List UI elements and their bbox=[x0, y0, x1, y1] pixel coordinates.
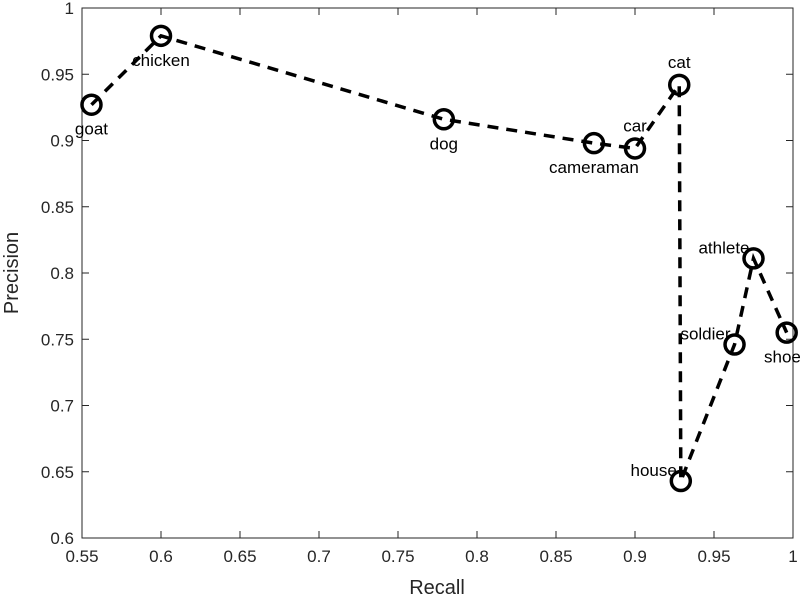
point-marker-cameraman bbox=[582, 131, 606, 155]
axes bbox=[81, 7, 794, 539]
plot-box bbox=[81, 7, 794, 539]
x-tick-label: 0.85 bbox=[539, 547, 572, 566]
point-label-cat: cat bbox=[668, 53, 691, 72]
point-label-car: car bbox=[623, 116, 647, 135]
point-label-house: house bbox=[630, 461, 676, 480]
y-tick-label: 1 bbox=[65, 0, 74, 18]
point-label-athlete: athlete bbox=[698, 238, 749, 257]
y-tick-label: 0.6 bbox=[50, 529, 74, 548]
point-marker-house bbox=[669, 469, 693, 493]
x-tick-label: 0.7 bbox=[307, 547, 331, 566]
y-tick-label: 0.7 bbox=[50, 397, 74, 416]
marker-group bbox=[80, 24, 798, 493]
point-marker-athlete bbox=[742, 247, 765, 270]
point-marker-car bbox=[623, 137, 647, 160]
series-group bbox=[90, 33, 789, 482]
point-marker-dog bbox=[432, 108, 456, 131]
x-tick-label: 0.9 bbox=[623, 547, 647, 566]
point-label-shoes: shoes bbox=[764, 348, 800, 367]
y-tick-label: 0.95 bbox=[41, 65, 74, 84]
point-label-soldier: soldier bbox=[680, 325, 730, 344]
tick-group bbox=[81, 7, 794, 539]
y-axis-title: Precision bbox=[1, 232, 23, 314]
x-tick-label: 0.6 bbox=[149, 547, 173, 566]
x-tick-label: 0.65 bbox=[223, 547, 256, 566]
y-tick-label: 0.8 bbox=[50, 264, 74, 283]
point-label-dog: dog bbox=[430, 134, 458, 153]
point-label-cameraman: cameraman bbox=[549, 158, 639, 177]
x-tick-label: 0.55 bbox=[65, 547, 98, 566]
point-marker-goat bbox=[80, 93, 103, 116]
tick-label-group: 0.55 0.6 0.65 0.7 0.75 0.8 0.85 0.9 0.95 10.60.65… bbox=[41, 0, 798, 566]
y-tick-label: 0.9 bbox=[50, 132, 74, 151]
point-marker-chicken bbox=[149, 24, 173, 48]
x-tick-label: 0.75 bbox=[381, 547, 414, 566]
point-marker-cat bbox=[667, 73, 691, 97]
x-tick-label: 0.95 bbox=[697, 547, 730, 566]
point-label-goat: goat bbox=[75, 120, 108, 139]
y-tick-label: 0.85 bbox=[41, 198, 74, 217]
x-tick-label: 0.8 bbox=[465, 547, 489, 566]
point-marker-soldier bbox=[723, 333, 746, 356]
point-marker-shoes bbox=[775, 321, 798, 344]
series-line-classes bbox=[90, 33, 789, 482]
x-tick-label: 1 bbox=[788, 547, 797, 566]
y-tick-label: 0.65 bbox=[41, 463, 74, 482]
point-label-chicken: chicken bbox=[132, 51, 190, 70]
y-tick-label: 0.75 bbox=[41, 330, 74, 349]
x-axis-title: Recall bbox=[409, 577, 465, 599]
point-label-group: goat chicken dog cameraman car cat house soldie… bbox=[75, 51, 800, 480]
